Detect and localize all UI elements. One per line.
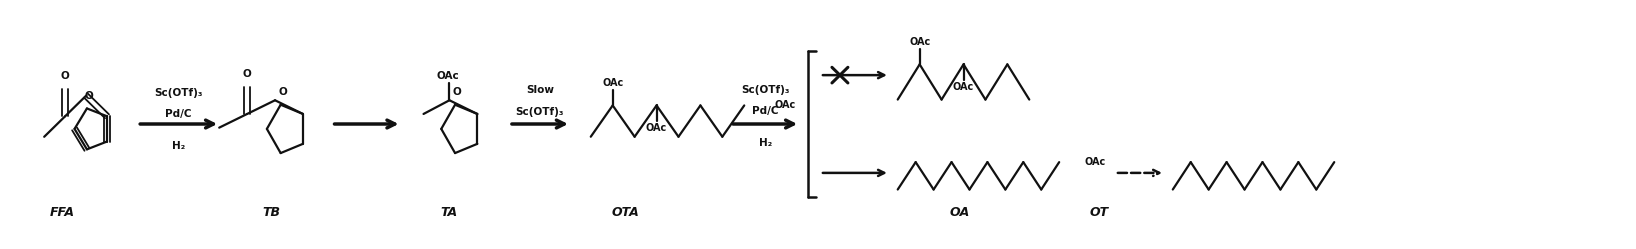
Text: O: O (453, 87, 461, 97)
Text: O: O (278, 87, 286, 97)
Text: Pd/C: Pd/C (753, 106, 779, 116)
Text: OAc: OAc (952, 82, 973, 92)
Text: OAc: OAc (602, 78, 623, 88)
Text: Pd/C: Pd/C (165, 109, 191, 119)
Text: TB: TB (263, 206, 281, 219)
Text: OAc: OAc (910, 37, 931, 47)
Text: O: O (61, 71, 69, 81)
Text: Sc(OTf)₃: Sc(OTf)₃ (741, 85, 790, 95)
Text: OT: OT (1090, 206, 1109, 219)
Text: TA: TA (440, 206, 458, 219)
Text: Sc(OTf)₃: Sc(OTf)₃ (515, 107, 564, 117)
Text: Slow: Slow (525, 85, 555, 95)
Text: OTA: OTA (612, 206, 640, 219)
Text: H₂: H₂ (172, 141, 185, 151)
Text: OAc: OAc (774, 100, 795, 111)
Text: OAc: OAc (1085, 157, 1106, 167)
Text: O: O (85, 91, 93, 101)
Text: OA: OA (949, 206, 970, 219)
Text: FFA: FFA (51, 206, 75, 219)
Text: O: O (242, 69, 252, 79)
Text: OAc: OAc (646, 123, 667, 133)
Text: H₂: H₂ (759, 138, 772, 148)
Text: OAc: OAc (437, 71, 458, 81)
Text: Sc(OTf)₃: Sc(OTf)₃ (154, 88, 203, 98)
